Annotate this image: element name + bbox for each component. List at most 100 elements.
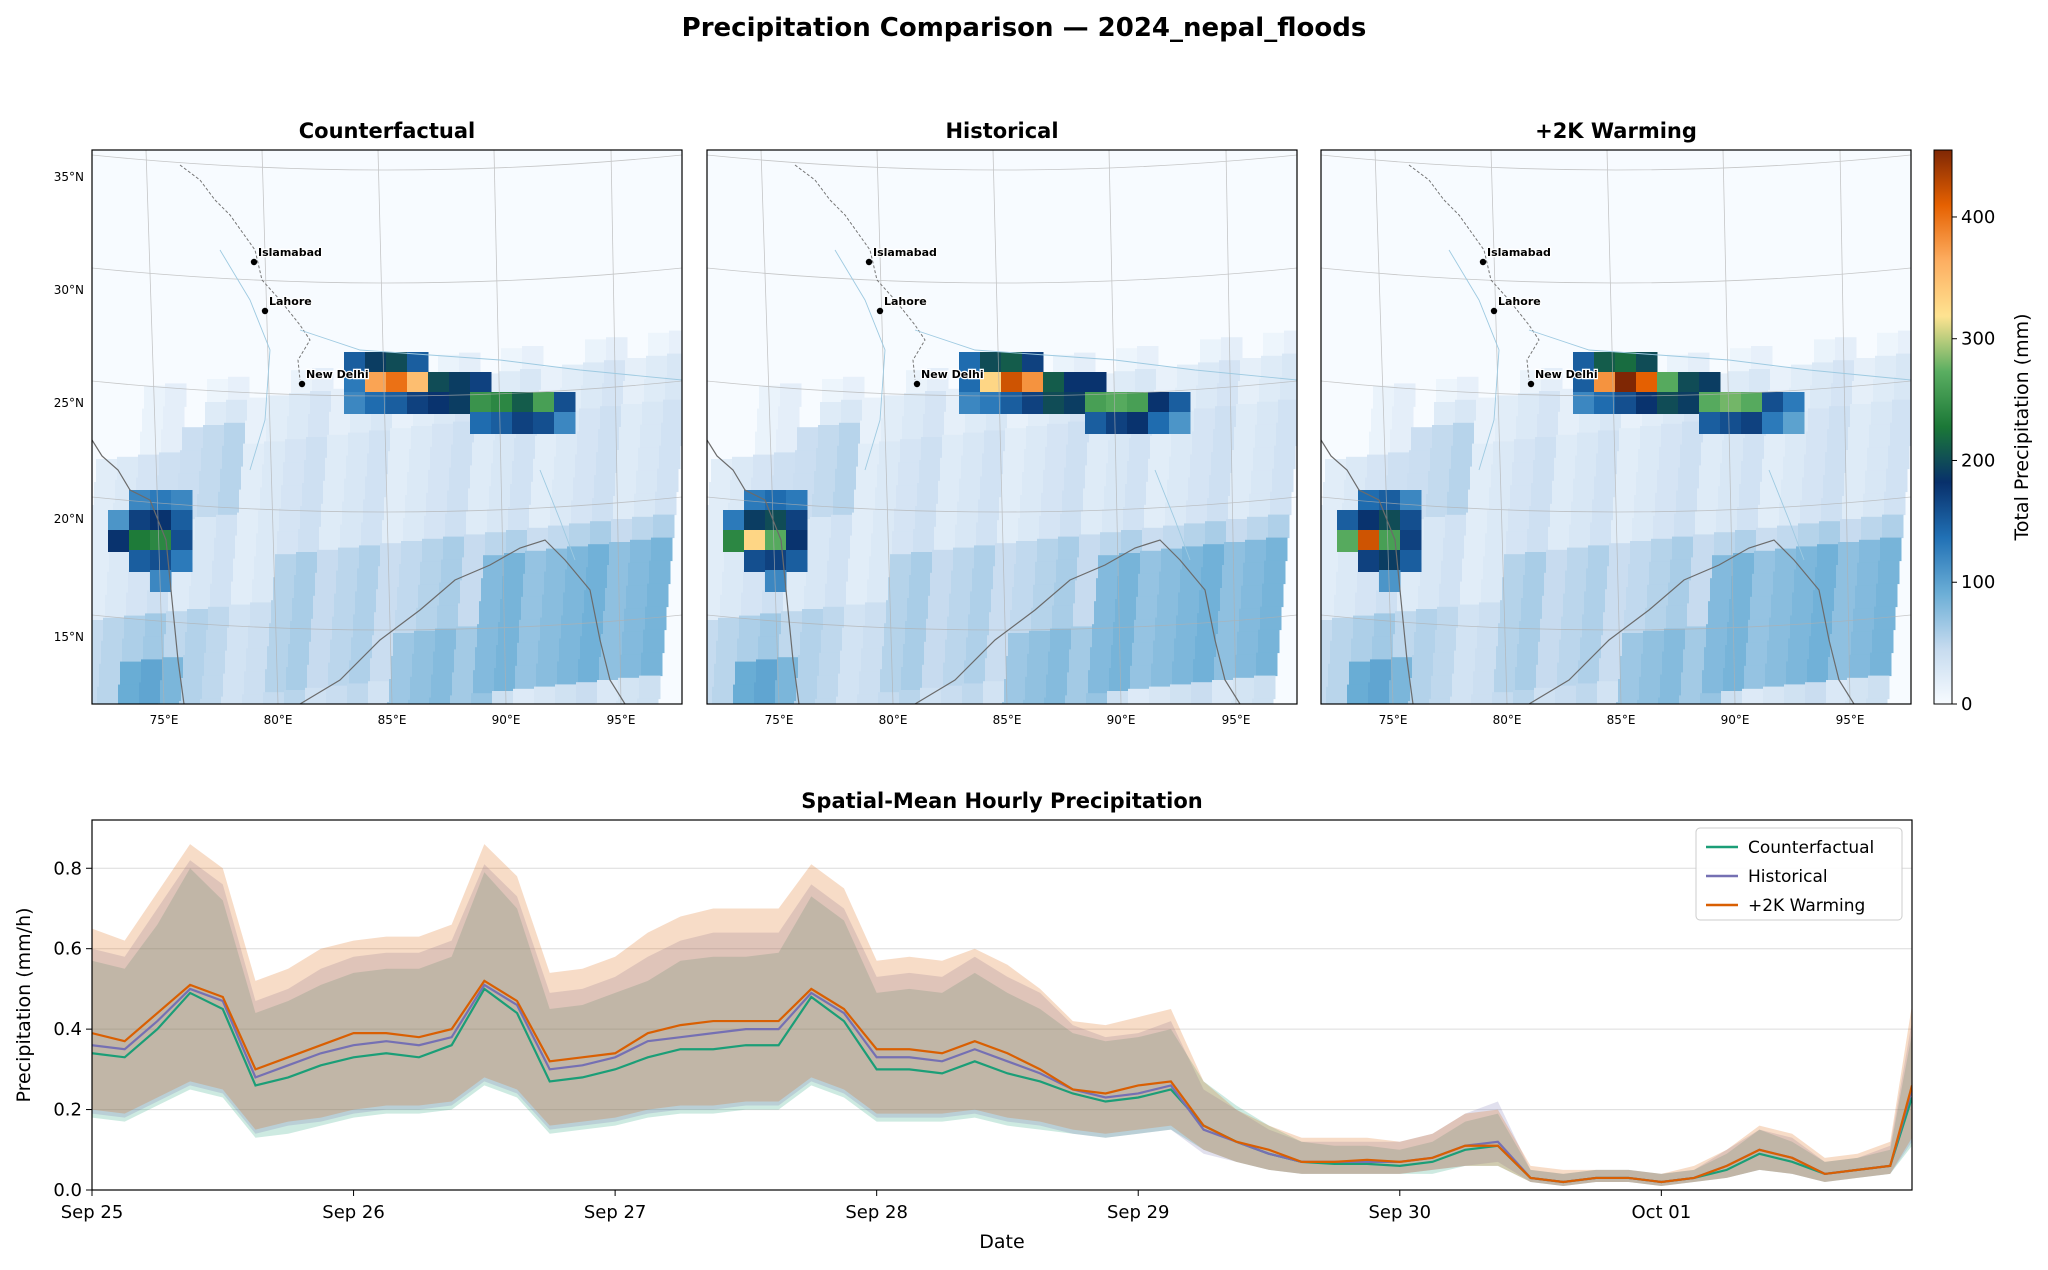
- city-label: Lahore: [1498, 295, 1541, 308]
- precip-hotspot-cell: [407, 352, 429, 374]
- precip-hotspot-cell: [1379, 570, 1401, 592]
- precip-hotspot-cell: [1064, 372, 1086, 394]
- precip-hotspot-cell: [765, 570, 787, 592]
- city-label: Lahore: [884, 295, 927, 308]
- precip-hotspot-cell: [765, 550, 787, 572]
- x-tick-label: Sep 28: [845, 1202, 908, 1223]
- precip-hotspot-cell: [1400, 550, 1422, 572]
- map-frame: [706, 149, 1298, 705]
- coastline: [914, 539, 1241, 704]
- precip-hotspot-cell: [1022, 372, 1044, 394]
- precip-hotspot-cell: [1783, 392, 1805, 414]
- colorbar-label: Total Precipitation (mm): [2011, 313, 2033, 541]
- lon-tick-label: 75°E: [1379, 713, 1408, 727]
- lon-tick-label: 85°E: [378, 713, 407, 727]
- map-frame: [91, 149, 683, 705]
- map-panel-0: Islamabad Lahore New Delhi Counterfactual 75…: [54, 119, 683, 727]
- coastline: [1321, 439, 1414, 704]
- legend: Counterfactual Historical +2K Warming: [1695, 827, 1903, 921]
- city-label: New Delhi: [306, 368, 369, 381]
- series-band-1: [92, 860, 1912, 1186]
- precip-hotspot-cell: [1720, 412, 1742, 434]
- city-label: New Delhi: [1535, 368, 1598, 381]
- lon-tick-label: 90°E: [492, 713, 521, 727]
- precip-hotspot-cell: [449, 392, 471, 414]
- precip-hotspot-cell: [470, 372, 492, 394]
- precip-hotspot-cell: [1022, 392, 1044, 414]
- coastline: [299, 539, 626, 704]
- precip-hotspot-cell: [1001, 392, 1023, 414]
- precip-hotspot-cell: [470, 412, 492, 434]
- precip-hotspot-cell: [533, 412, 555, 434]
- city-marker: [865, 258, 873, 266]
- precip-hotspot-cell: [1001, 372, 1023, 394]
- precip-hotspot-cell: [1022, 352, 1044, 374]
- precip-hotspot-cell: [554, 412, 576, 434]
- precip-hotspot-cell: [1400, 530, 1422, 552]
- precip-hotspot-cell: [1400, 490, 1422, 512]
- precip-hotspot-cell: [1379, 530, 1401, 552]
- precip-hotspot-cell: [1358, 550, 1380, 572]
- map-panel-title: +2K Warming: [1535, 119, 1697, 143]
- lon-tick-label: 95°E: [1222, 713, 1251, 727]
- colorbar-tick-label: 300: [1961, 329, 1995, 350]
- lon-tick-label: 90°E: [1107, 713, 1136, 727]
- legend-entry: Counterfactual: [1748, 838, 1874, 858]
- precip-hotspot-cell: [1636, 352, 1658, 374]
- lon-tick-label: 80°E: [879, 713, 908, 727]
- map-panel-title: Counterfactual: [299, 119, 476, 143]
- lon-tick-label: 95°E: [1836, 713, 1865, 727]
- colorbar-tick-label: 400: [1961, 207, 1995, 228]
- precip-hotspot-cell: [765, 530, 787, 552]
- precip-hotspot-cell: [1148, 412, 1170, 434]
- precip-hotspot-cell: [129, 490, 151, 512]
- precip-hotspot-cell: [786, 490, 808, 512]
- city-label: New Delhi: [921, 368, 984, 381]
- precip-hotspot-cell: [1762, 392, 1784, 414]
- precip-hotspot-cell: [1720, 392, 1742, 414]
- city-marker: [1490, 307, 1498, 315]
- lat-tick-label: 30°N: [54, 283, 84, 297]
- precip-hotspot-cell: [1657, 372, 1679, 394]
- precip-hotspot-cell: [1573, 392, 1595, 414]
- precip-hotspot-cell: [786, 550, 808, 572]
- river: [299, 329, 682, 381]
- lon-tick-label: 80°E: [1493, 713, 1522, 727]
- map-frame: [1320, 149, 1912, 705]
- city-marker: [250, 258, 258, 266]
- precip-hotspot-cell: [1043, 392, 1065, 414]
- precip-hotspot-cell: [744, 530, 766, 552]
- precip-hotspot-cell: [491, 412, 513, 434]
- precip-hotspot-cell: [386, 392, 408, 414]
- precip-hotspot-cell: [1379, 550, 1401, 572]
- precip-hotspot-cell: [1594, 352, 1616, 374]
- graticule: [1321, 150, 1911, 704]
- colorbar-tick-label: 100: [1961, 572, 1995, 593]
- precip-hotspot-cell: [1358, 490, 1380, 512]
- series-band-0: [92, 868, 1912, 1186]
- precip-hotspot-cell: [723, 510, 745, 532]
- x-tick-label: Sep 27: [584, 1202, 647, 1223]
- x-tick-label: Sep 26: [322, 1202, 385, 1223]
- map-panels: Islamabad Lahore New Delhi Counterfactual 75…: [54, 119, 1912, 727]
- precip-hotspot-cell: [150, 570, 172, 592]
- precip-hotspot-cell: [344, 392, 366, 414]
- lon-tick-label: 85°E: [1607, 713, 1636, 727]
- precip-hotspot-cell: [108, 530, 130, 552]
- precip-hotspot-cell: [1615, 372, 1637, 394]
- figure-title: Precipitation Comparison — 2024_nepal_fl…: [682, 13, 1367, 43]
- precip-hotspot-cell: [1657, 392, 1679, 414]
- precip-hotspot-cell: [386, 372, 408, 394]
- precip-hotspot-cell: [1636, 372, 1658, 394]
- precip-hotspot-cell: [150, 550, 172, 572]
- legend-entry: +2K Warming: [1748, 896, 1865, 916]
- precip-grid: [1321, 330, 1911, 704]
- precip-hotspot-cell: [1085, 392, 1107, 414]
- x-tick-label: Sep 29: [1107, 1202, 1170, 1223]
- colorbar-scale: [1933, 149, 1953, 705]
- precip-hotspot-cell: [1127, 412, 1149, 434]
- lon-tick-label: 95°E: [607, 713, 636, 727]
- precip-hotspot-cell: [171, 530, 193, 552]
- precip-hotspot-cell: [365, 392, 387, 414]
- city-marker: [876, 307, 884, 315]
